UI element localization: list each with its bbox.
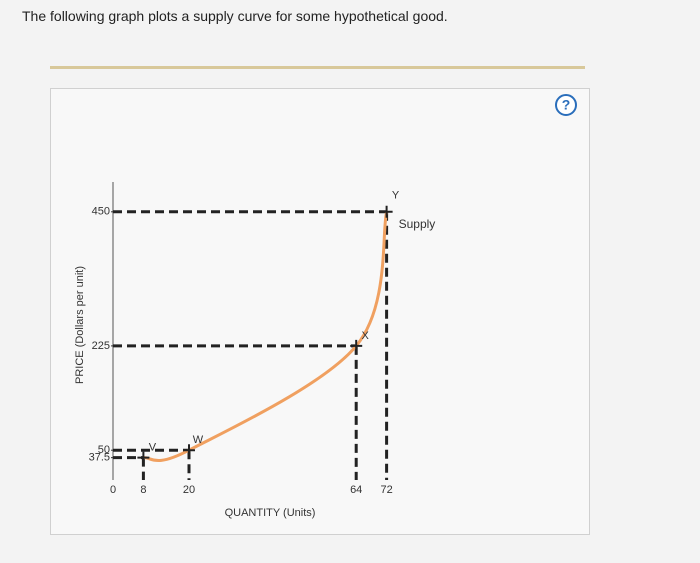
point-marker [350, 339, 363, 352]
point-label: Y [392, 190, 400, 202]
y-tick-label: 37.5 [89, 452, 110, 464]
x-tick-label: 72 [380, 484, 392, 496]
point-label: X [362, 330, 370, 342]
help-icon[interactable] [555, 94, 577, 116]
divider [50, 66, 585, 69]
x-tick-label: 64 [350, 484, 362, 496]
help-icon-text[interactable]: ? [562, 97, 571, 113]
y-axis-label: PRICE (Dollars per unit) [74, 266, 86, 384]
x-tick-label: 20 [183, 484, 195, 496]
series-label: Supply [399, 217, 436, 231]
point-marker [137, 451, 150, 464]
supply-curve [143, 211, 389, 462]
point-marker [380, 205, 393, 218]
x-axis-label: QUANTITY (Units) [225, 507, 316, 519]
point-label: V [149, 442, 157, 454]
y-tick-label: 450 [92, 206, 110, 218]
point-marker [183, 444, 195, 457]
y-tick-label: 225 [92, 340, 110, 352]
x-tick-label: 8 [140, 484, 146, 496]
x-tick-label: 0 [110, 484, 116, 496]
point-label: W [193, 434, 204, 446]
graph-panel [50, 88, 590, 535]
y-tick-label: 50 [98, 444, 110, 456]
question-text: The following graph plots a supply curve… [22, 8, 448, 24]
